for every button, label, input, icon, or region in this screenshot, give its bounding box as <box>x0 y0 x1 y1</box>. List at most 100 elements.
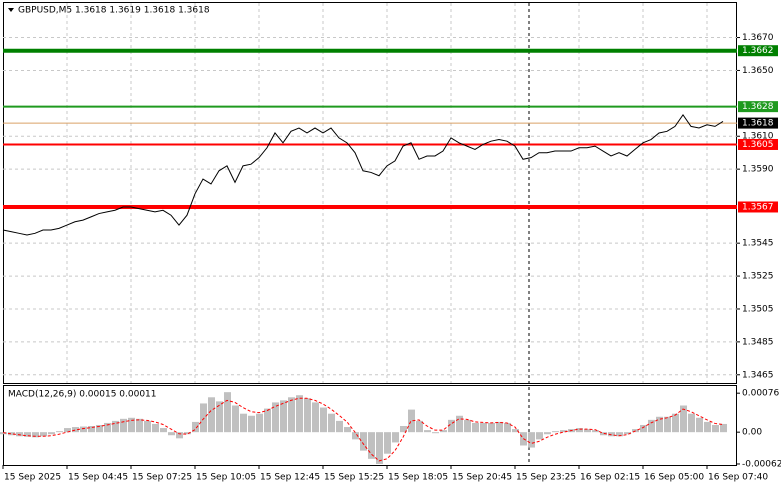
macd-bar <box>240 413 247 433</box>
macd-bar <box>384 432 391 454</box>
x-tick-label: 16 Sep 02:15 <box>580 473 640 483</box>
level-label: 1.3605 <box>742 140 774 150</box>
y-tick-label: 1.3545 <box>742 239 774 249</box>
macd-bar <box>464 419 471 433</box>
macd-bar <box>264 408 271 433</box>
level-label: 1.3628 <box>742 102 774 112</box>
macd-frame <box>3 385 737 466</box>
macd-bar <box>168 432 175 436</box>
macd-bar <box>328 413 335 433</box>
macd-bar <box>152 423 159 433</box>
macd-bar <box>600 432 607 436</box>
macd-bar <box>112 420 119 433</box>
x-tick-label: 15 Sep 10:05 <box>196 473 256 483</box>
macd-bar <box>376 432 383 464</box>
macd-bar <box>456 415 463 433</box>
level-label-box <box>738 45 778 57</box>
macd-bar <box>400 426 407 433</box>
macd-bar <box>16 432 23 437</box>
y-tick-label: 0.00076 <box>742 389 779 399</box>
macd-bar <box>312 402 319 433</box>
macd-bar <box>712 424 719 433</box>
macd-bar <box>24 432 31 437</box>
macd-bar <box>8 432 15 436</box>
macd-bar <box>232 405 239 433</box>
macd-bar <box>704 421 711 433</box>
macd-bar <box>408 409 415 433</box>
macd-bar <box>592 430 599 433</box>
macd-bar <box>576 428 583 433</box>
y-tick-label: 0.00 <box>742 428 762 438</box>
x-tick-label: 16 Sep 07:40 <box>708 473 768 483</box>
macd-bar <box>48 432 55 435</box>
y-tick-label: 1.3670 <box>742 33 774 43</box>
y-tick-label: 1.3485 <box>742 337 774 347</box>
macd-bar <box>448 419 455 433</box>
macd-bar <box>416 420 423 433</box>
price-line <box>2 113 724 236</box>
macd-bar <box>432 432 439 434</box>
y-tick-label: 1.3505 <box>742 304 774 314</box>
macd-bar <box>72 427 79 433</box>
y-tick-label: 1.3525 <box>742 272 774 282</box>
x-tick-label: 15 Sep 12:45 <box>260 473 320 483</box>
main-frame <box>3 2 737 384</box>
macd-bar <box>304 398 311 433</box>
level-label: 1.3662 <box>742 46 774 56</box>
x-tick-label: 16 Sep 05:00 <box>644 473 704 483</box>
macd-bar <box>392 432 399 443</box>
macd-bar <box>512 429 519 433</box>
macd-bar <box>32 432 39 438</box>
macd-bar <box>488 422 495 433</box>
macd-bar <box>296 395 303 433</box>
x-tick-label: 15 Sep 2025 <box>4 473 61 483</box>
macd-bar <box>624 432 631 435</box>
macd-bar <box>288 397 295 433</box>
macd-bar <box>56 431 63 433</box>
macd-bar <box>496 421 503 433</box>
macd-bar <box>88 426 95 433</box>
macd-bar <box>336 420 343 433</box>
macd-bar <box>80 426 87 433</box>
macd-bar <box>176 432 183 439</box>
macd-bar <box>672 413 679 433</box>
last-price-box <box>738 117 778 129</box>
y-tick-label: 1.3610 <box>742 132 774 142</box>
macd-bar <box>256 413 263 433</box>
macd-bar <box>640 424 647 433</box>
level-label: 1.3567 <box>742 202 774 212</box>
macd-bar <box>440 430 447 433</box>
macd-bar <box>544 432 551 435</box>
macd-bar <box>536 432 543 440</box>
macd-bar <box>720 423 727 433</box>
macd-bar <box>128 417 135 433</box>
macd-bar <box>680 405 687 433</box>
macd-bar <box>528 432 535 448</box>
macd-bar <box>200 403 207 433</box>
y-tick-label: 1.3590 <box>742 165 774 175</box>
macd-bar <box>248 415 255 433</box>
x-tick-label: 15 Sep 20:45 <box>452 473 512 483</box>
macd-bar <box>216 401 223 433</box>
macd-bar <box>280 400 287 433</box>
macd-bar <box>352 432 359 440</box>
x-tick-label: 15 Sep 15:25 <box>324 473 384 483</box>
macd-bar <box>40 432 47 437</box>
y-tick-label: -0.00062 <box>742 459 781 469</box>
macd-bar <box>552 431 559 433</box>
chart-title: GBPUSD,M5 1.3618 1.3619 1.3618 1.3618 <box>18 6 210 16</box>
macd-bar <box>344 427 351 433</box>
macd-bar <box>120 418 127 433</box>
menu-arrow <box>8 8 14 12</box>
macd-bar <box>656 416 663 433</box>
macd-title: MACD(12,26,9) 0.00015 0.00011 <box>8 390 157 400</box>
macd-bar <box>560 430 567 433</box>
macd-bar <box>368 432 375 459</box>
macd-bar <box>632 429 639 433</box>
signal-line <box>2 397 724 462</box>
x-tick-label: 15 Sep 07:25 <box>132 473 192 483</box>
macd-bar <box>688 413 695 433</box>
macd-bar <box>96 424 103 433</box>
